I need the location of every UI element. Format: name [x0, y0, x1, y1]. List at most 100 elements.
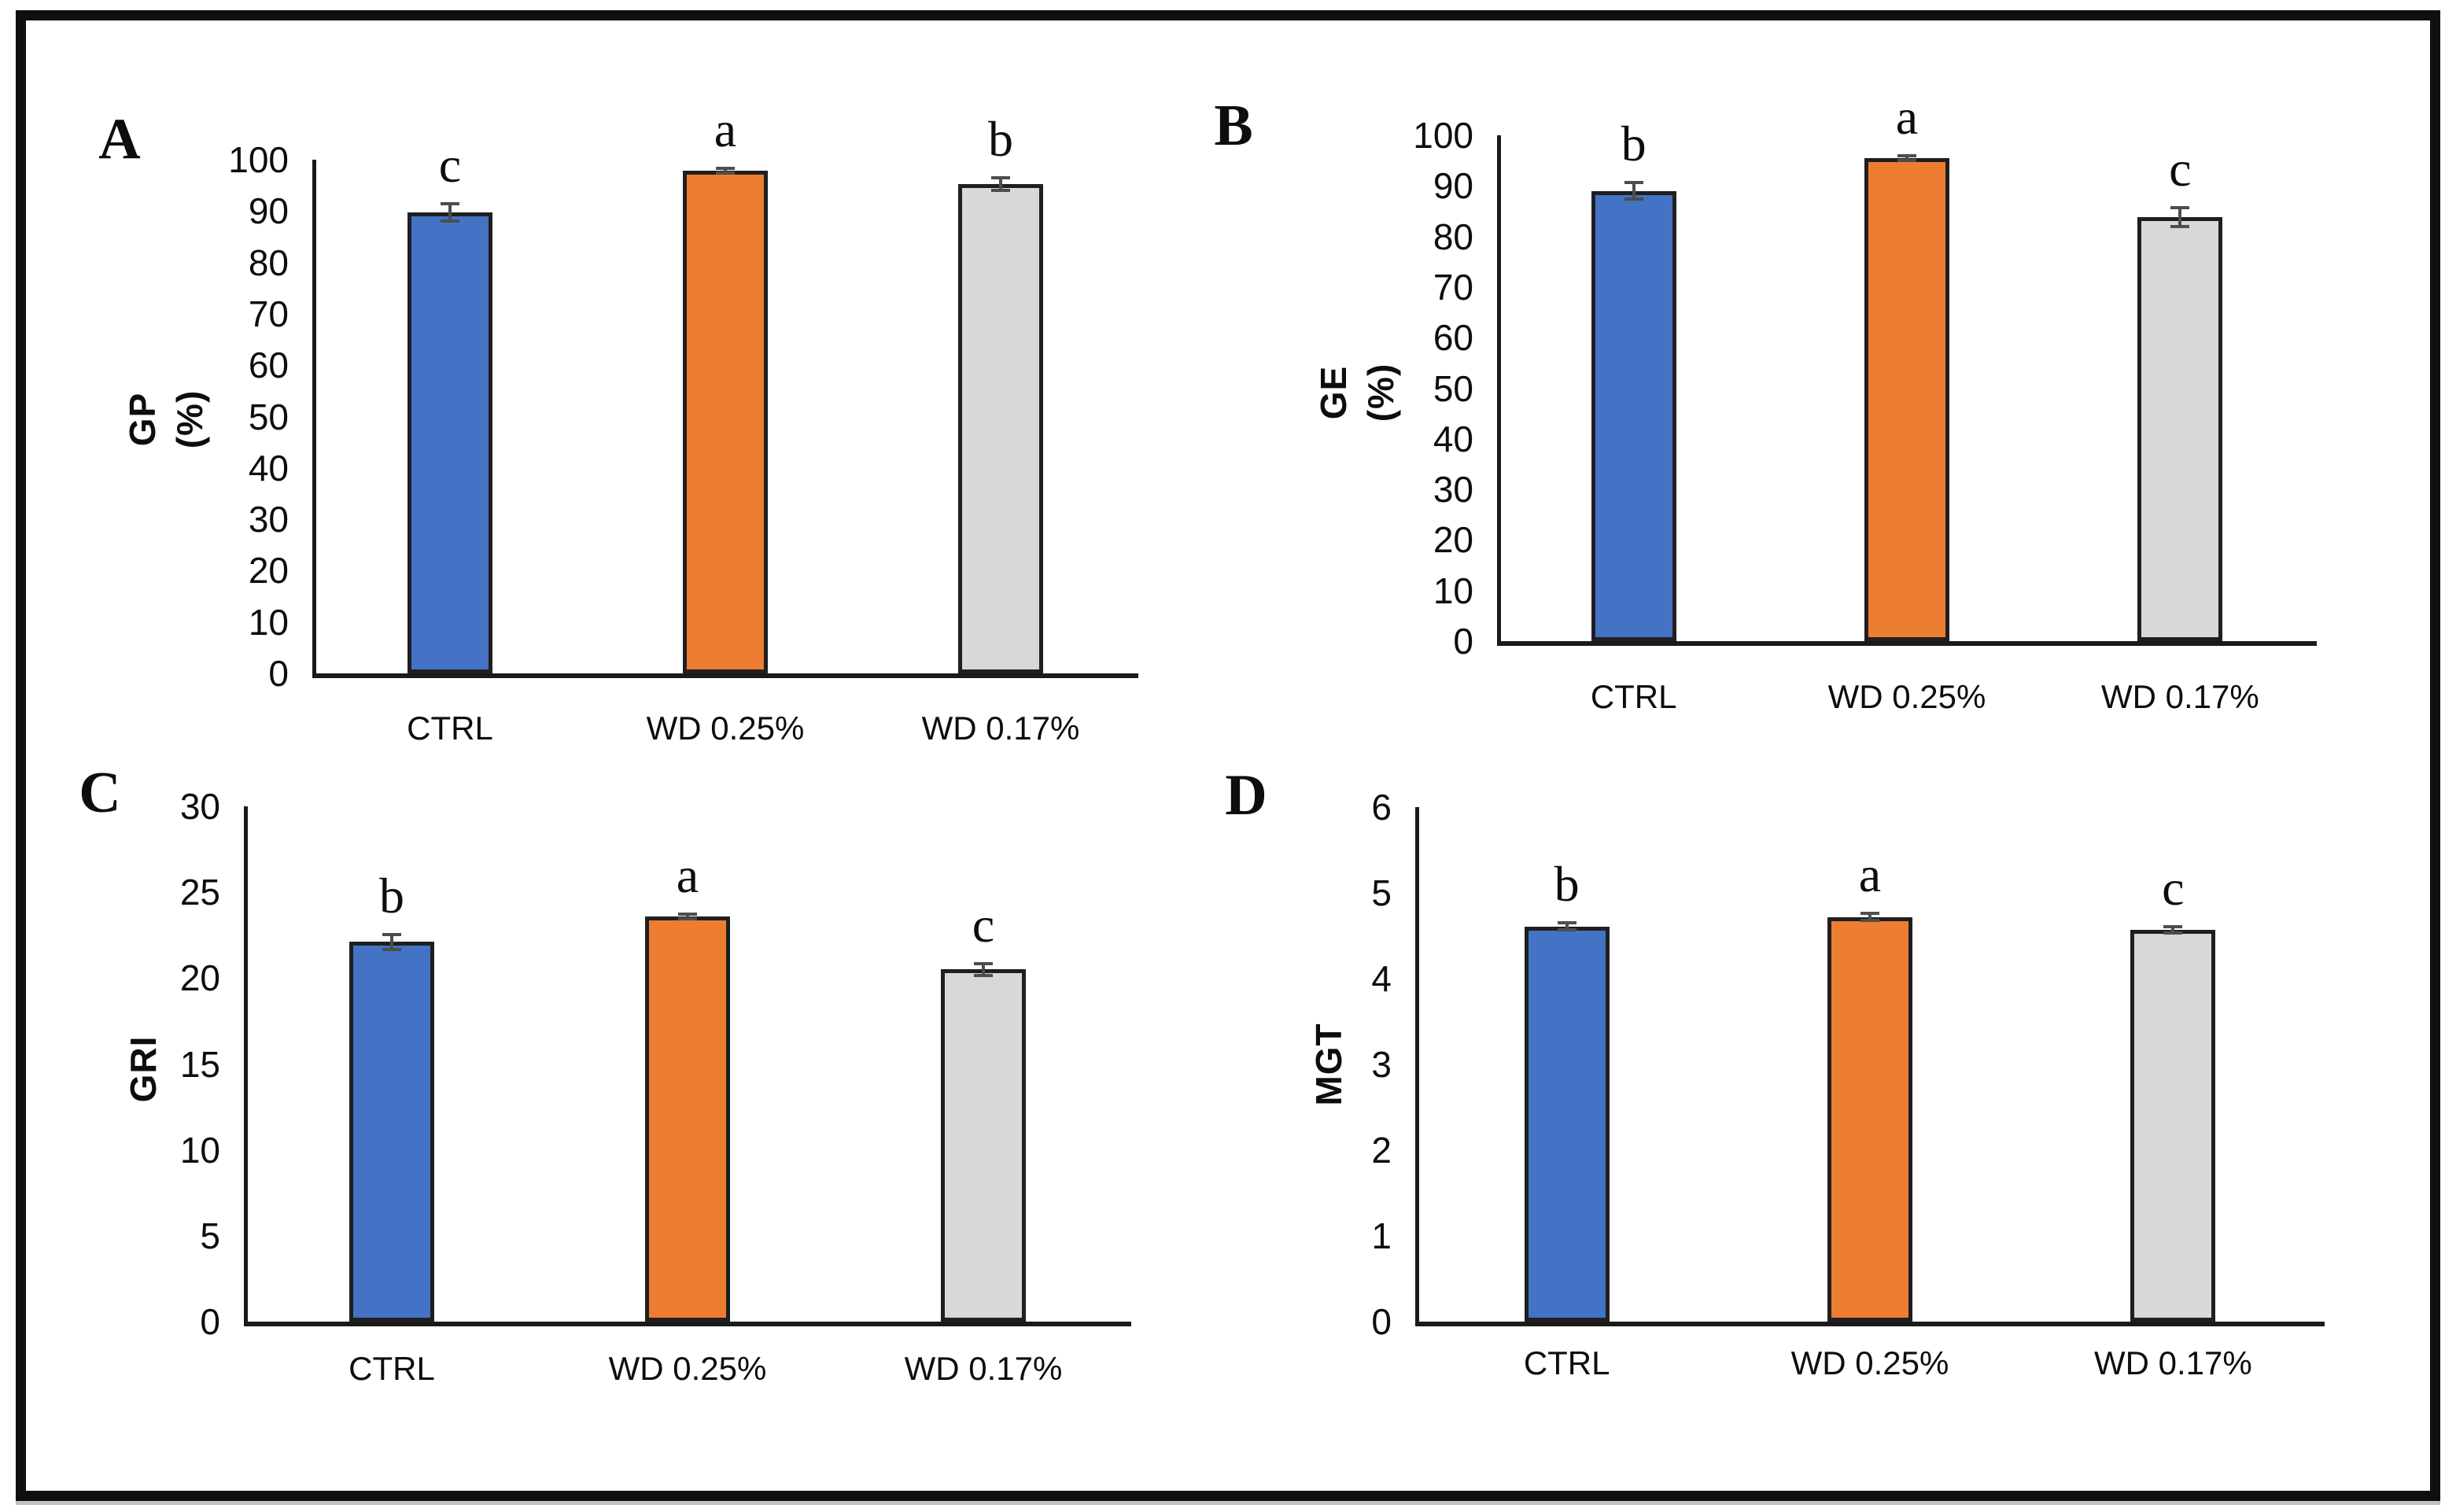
error-bar-cap-top [1897, 153, 1916, 157]
error-bar-line [1632, 183, 1635, 199]
y-tick-label: 100 [1413, 115, 1473, 156]
error-bar-line [2171, 926, 2175, 934]
error-bar-cap-top [974, 962, 993, 966]
significance-letter: b [988, 110, 1013, 167]
y-tick-label: 10 [248, 601, 289, 643]
error-bar-cap-top [382, 932, 401, 936]
y-tick-label: 0 [1371, 1301, 1392, 1342]
error-bar-cap-bottom [2163, 931, 2183, 935]
error-bar-line [1868, 913, 1872, 920]
error-bar-line [686, 913, 689, 919]
significance-letter: c [2169, 140, 2192, 197]
x-category-label: CTRL [407, 710, 493, 747]
y-tick-label: 20 [179, 957, 220, 999]
error-bar-cap-bottom [2170, 225, 2190, 229]
significance-letter: b [379, 867, 404, 924]
y-tick-label: 20 [1433, 519, 1473, 561]
y-tick-label: 60 [248, 345, 289, 386]
error-bar-cap-bottom [678, 916, 697, 920]
x-category-label: WD 0.17% [921, 710, 1080, 747]
bar-ctrl [1524, 926, 1610, 1322]
y-tick-label: 50 [248, 396, 289, 437]
y-tick-label: 90 [248, 190, 289, 232]
y-tick-label: 0 [200, 1301, 220, 1342]
y-tick-label: 20 [248, 550, 289, 592]
y-tick-label: 10 [1433, 570, 1473, 611]
y-tick-label: 3 [1371, 1044, 1392, 1085]
bar-wd-0-25- [1864, 157, 1949, 641]
error-bar-cap-bottom [974, 973, 993, 977]
x-category-label: WD 0.25% [608, 1350, 767, 1387]
panel-letter-B: B [1214, 94, 1253, 158]
y-tick-label: 50 [1433, 367, 1473, 409]
error-bar-cap-top [716, 167, 735, 171]
error-bar-cap-bottom [991, 188, 1010, 192]
error-bar-cap-top [441, 202, 459, 206]
error-bar-cap-top [2170, 205, 2190, 209]
x-category-label: WD 0.25% [646, 710, 805, 747]
significance-letter: a [676, 846, 699, 903]
error-bar-line [724, 168, 727, 174]
x-category-label: WD 0.17% [904, 1350, 1063, 1387]
significance-letter: c [438, 137, 462, 194]
error-bar-cap-bottom [1624, 197, 1643, 201]
bar-ctrl [349, 942, 434, 1322]
y-tick-label: 25 [179, 872, 220, 913]
significance-letter: c [972, 897, 995, 953]
y-tick-label: 30 [248, 499, 289, 540]
significance-letter: a [1858, 846, 1882, 903]
error-bar-line [982, 964, 985, 975]
y-tick-label: 80 [248, 242, 289, 283]
y-tick-label: 2 [1371, 1130, 1392, 1171]
y-tick-label: 40 [1433, 418, 1473, 459]
significance-letter: b [1621, 116, 1647, 172]
error-bar-cap-top [991, 175, 1010, 179]
y-tick-label: 100 [228, 139, 289, 180]
error-bar-cap-bottom [716, 171, 735, 175]
error-bar-cap-bottom [441, 219, 459, 223]
plot-area-B [1497, 135, 2317, 646]
panel-letter-A: A [98, 107, 141, 171]
error-bar-cap-bottom [1897, 158, 1916, 162]
bar-wd-0-17- [958, 183, 1043, 673]
x-category-label: WD 0.25% [1790, 1344, 1949, 1381]
figure-frame [16, 10, 2440, 1501]
bar-wd-0-25- [645, 916, 730, 1322]
error-bar-line [1565, 923, 1569, 930]
y-tick-label: 40 [248, 447, 289, 489]
panel-letter-C: C [79, 761, 121, 825]
y-tick-label: 30 [179, 786, 220, 827]
y-tick-label: 10 [179, 1129, 220, 1171]
error-bar-cap-top [1860, 912, 1879, 916]
error-bar-cap-top [678, 912, 697, 916]
bar-wd-0-25- [683, 171, 768, 673]
x-category-label: CTRL [348, 1350, 435, 1387]
y-tick-label: 6 [1371, 787, 1392, 828]
plot-area-A [312, 160, 1138, 678]
x-category-label: WD 0.17% [2100, 678, 2259, 715]
error-bar-line [1905, 155, 1908, 160]
y-tick-label: 70 [1433, 266, 1473, 308]
y-tick-label: 30 [1433, 469, 1473, 511]
error-bar-cap-bottom [382, 948, 401, 952]
y-tick-label: 0 [268, 653, 289, 694]
error-bar-cap-bottom [1860, 918, 1879, 922]
y-tick-label: 60 [1433, 317, 1473, 359]
significance-letter: a [714, 101, 737, 158]
error-bar-line [2178, 207, 2182, 227]
plot-area-D [1415, 807, 2325, 1326]
error-bar-cap-top [1557, 921, 1576, 925]
x-category-label: CTRL [1523, 1344, 1610, 1381]
bar-wd-0-17- [2137, 217, 2223, 641]
significance-letter: b [1554, 856, 1580, 913]
bar-wd-0-17- [2130, 929, 2216, 1322]
y-tick-label: 0 [1453, 621, 1473, 662]
bar-wd-0-17- [941, 969, 1026, 1322]
error-bar-line [999, 177, 1002, 190]
bar-ctrl [407, 212, 492, 673]
error-bar-cap-top [1624, 181, 1643, 185]
significance-letter: a [1895, 88, 1919, 145]
y-tick-label: 90 [1433, 165, 1473, 207]
bar-ctrl [1591, 190, 1676, 641]
